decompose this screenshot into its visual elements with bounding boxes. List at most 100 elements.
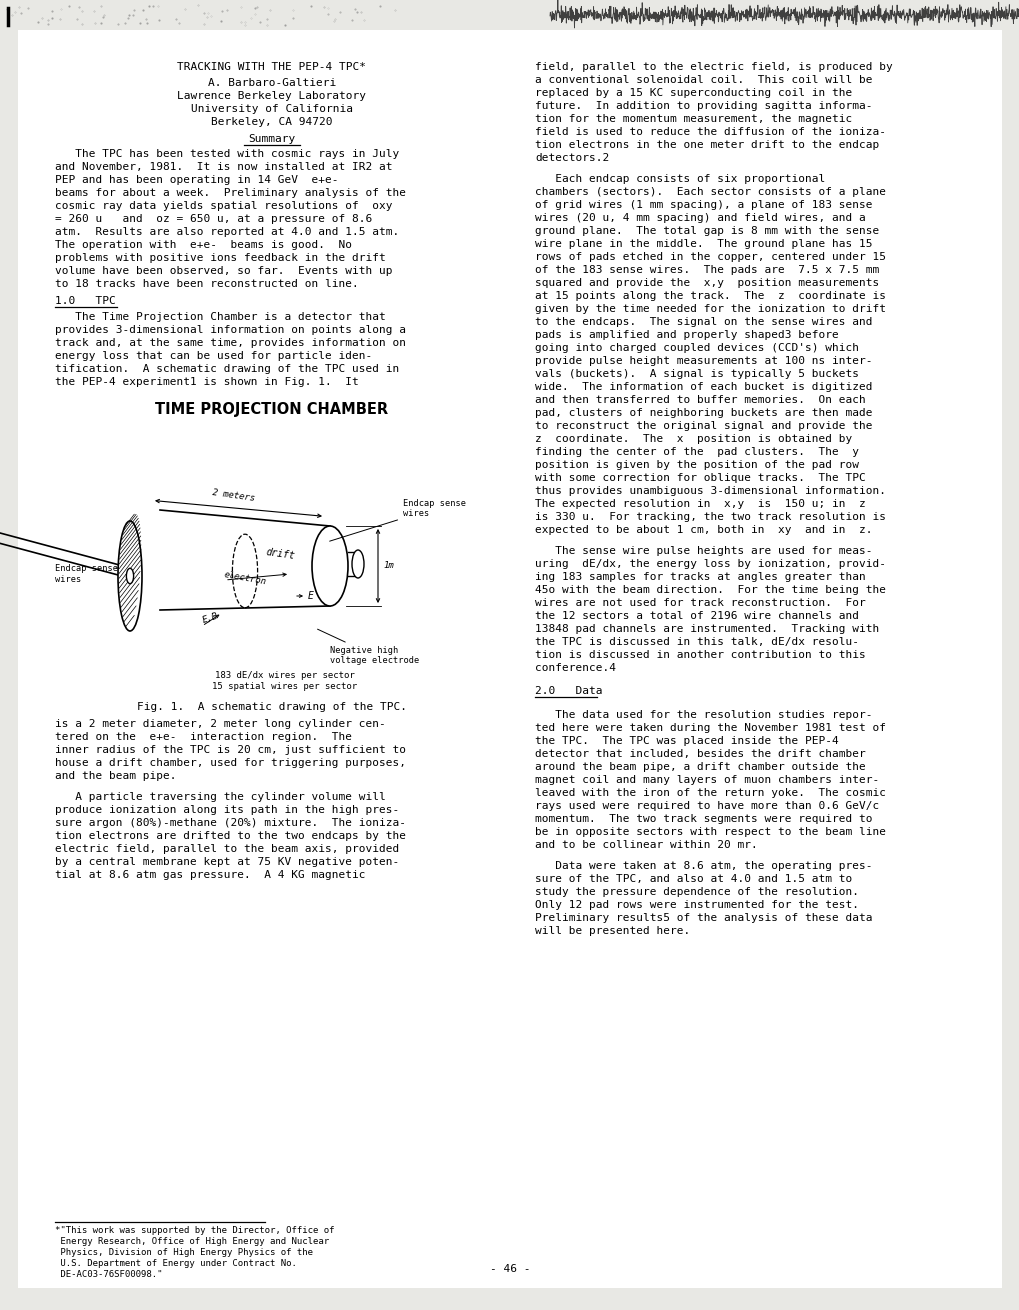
Ellipse shape (312, 527, 347, 607)
Text: and then transferred to buffer memories.  On each: and then transferred to buffer memories.… (535, 394, 865, 405)
Text: The Time Projection Chamber is a detector that: The Time Projection Chamber is a detecto… (55, 312, 385, 322)
Text: momentum.  The two track segments were required to: momentum. The two track segments were re… (535, 815, 871, 824)
Text: electron: electron (223, 570, 267, 586)
Text: z  coordinate.  The  x  position is obtained by: z coordinate. The x position is obtained… (535, 434, 852, 444)
Text: pad, clusters of neighboring buckets are then made: pad, clusters of neighboring buckets are… (535, 407, 871, 418)
Text: = 260 u   and  oz = 650 u, at a pressure of 8.6: = 260 u and oz = 650 u, at a pressure of… (55, 214, 372, 224)
Text: cosmic ray data yields spatial resolutions of  oxy: cosmic ray data yields spatial resolutio… (55, 200, 392, 211)
Text: tion for the momentum measurement, the magnetic: tion for the momentum measurement, the m… (535, 114, 852, 124)
Text: rows of pads etched in the copper, centered under 15: rows of pads etched in the copper, cente… (535, 252, 886, 262)
Text: Negative high
voltage electrode: Negative high voltage electrode (317, 629, 419, 665)
Text: is 330 u.  For tracking, the two track resolution is: is 330 u. For tracking, the two track re… (535, 512, 886, 521)
Text: problems with positive ions feedback in the drift: problems with positive ions feedback in … (55, 253, 385, 263)
Text: Berkeley, CA 94720: Berkeley, CA 94720 (211, 117, 332, 127)
Ellipse shape (126, 569, 133, 584)
Text: field, parallel to the electric field, is produced by: field, parallel to the electric field, i… (535, 62, 892, 72)
Text: *"This work was supported by the Director, Office of: *"This work was supported by the Directo… (55, 1226, 334, 1235)
Text: Physics, Division of High Energy Physics of the: Physics, Division of High Energy Physics… (55, 1248, 313, 1258)
Text: tial at 8.6 atm gas pressure.  A 4 KG magnetic: tial at 8.6 atm gas pressure. A 4 KG mag… (55, 870, 365, 880)
Text: TRACKING WITH THE PEP-4 TPC*: TRACKING WITH THE PEP-4 TPC* (177, 62, 366, 72)
Text: ing 183 samples for tracks at angles greater than: ing 183 samples for tracks at angles gre… (535, 571, 865, 582)
Text: the TPC is discussed in this talk, dE/dx resolu-: the TPC is discussed in this talk, dE/dx… (535, 637, 858, 647)
Text: given by the time needed for the ionization to drift: given by the time needed for the ionizat… (535, 304, 886, 314)
Text: Energy Research, Office of High Energy and Nuclear: Energy Research, Office of High Energy a… (55, 1237, 329, 1246)
Text: conference.4: conference.4 (535, 663, 615, 672)
Text: The TPC has been tested with cosmic rays in July: The TPC has been tested with cosmic rays… (55, 149, 398, 159)
Text: field is used to reduce the diffusion of the ioniza-: field is used to reduce the diffusion of… (535, 127, 886, 138)
Text: Endcap sense
wires: Endcap sense wires (329, 499, 466, 541)
Text: drift: drift (265, 548, 294, 561)
Text: squared and provide the  x,y  position measurements: squared and provide the x,y position mea… (535, 278, 878, 288)
Text: Data were taken at 8.6 atm, the operating pres-: Data were taken at 8.6 atm, the operatin… (535, 861, 871, 871)
Text: tered on the  e+e-  interaction region.  The: tered on the e+e- interaction region. Th… (55, 732, 352, 741)
Text: is a 2 meter diameter, 2 meter long cylinder cen-: is a 2 meter diameter, 2 meter long cyli… (55, 719, 385, 728)
Text: going into charged coupled devices (CCD's) which: going into charged coupled devices (CCD'… (535, 343, 858, 352)
Text: magnet coil and many layers of muon chambers inter-: magnet coil and many layers of muon cham… (535, 776, 878, 785)
Text: ground plane.  The total gap is 8 mm with the sense: ground plane. The total gap is 8 mm with… (535, 225, 878, 236)
Text: provide pulse height measurements at 100 ns inter-: provide pulse height measurements at 100… (535, 356, 871, 365)
Text: A particle traversing the cylinder volume will: A particle traversing the cylinder volum… (55, 791, 385, 802)
Text: wires: wires (55, 575, 82, 584)
Text: the 12 sectors a total of 2196 wire channels and: the 12 sectors a total of 2196 wire chan… (535, 610, 858, 621)
Text: replaced by a 15 KC superconducting coil in the: replaced by a 15 KC superconducting coil… (535, 88, 852, 98)
Text: The data used for the resolution studies repor-: The data used for the resolution studies… (535, 710, 871, 721)
Text: of the 183 sense wires.  The pads are  7.5 x 7.5 mm: of the 183 sense wires. The pads are 7.5… (535, 265, 878, 275)
Text: position is given by the position of the pad row: position is given by the position of the… (535, 460, 858, 470)
Text: Endcap sense: Endcap sense (55, 565, 118, 572)
Text: the PEP-4 experiment1 is shown in Fig. 1.  It: the PEP-4 experiment1 is shown in Fig. 1… (55, 377, 359, 386)
Text: 1.0   TPC: 1.0 TPC (55, 296, 115, 307)
Text: inner radius of the TPC is 20 cm, just sufficient to: inner radius of the TPC is 20 cm, just s… (55, 745, 406, 755)
Text: volume have been observed, so far.  Events with up: volume have been observed, so far. Event… (55, 266, 392, 276)
Text: and November, 1981.  It is now installed at IR2 at: and November, 1981. It is now installed … (55, 162, 392, 172)
Text: 45o with the beam direction.  For the time being the: 45o with the beam direction. For the tim… (535, 584, 886, 595)
Text: finding the center of the  pad clusters.  The  y: finding the center of the pad clusters. … (535, 447, 858, 457)
Text: chambers (sectors).  Each sector consists of a plane: chambers (sectors). Each sector consists… (535, 187, 886, 196)
Text: 183 dE/dx wires per sector: 183 dE/dx wires per sector (215, 671, 355, 680)
Text: TIME PROJECTION CHAMBER: TIME PROJECTION CHAMBER (155, 402, 388, 417)
Text: sure of the TPC, and also at 4.0 and 1.5 atm to: sure of the TPC, and also at 4.0 and 1.5… (535, 874, 852, 884)
Text: leaved with the iron of the return yoke.  The cosmic: leaved with the iron of the return yoke.… (535, 789, 886, 798)
Text: Preliminary results5 of the analysis of these data: Preliminary results5 of the analysis of … (535, 913, 871, 924)
Text: University of California: University of California (191, 103, 353, 114)
Text: energy loss that can be used for particle iden-: energy loss that can be used for particl… (55, 351, 372, 362)
Text: Fig. 1.  A schematic drawing of the TPC.: Fig. 1. A schematic drawing of the TPC. (137, 702, 407, 713)
Text: by a central membrane kept at 75 KV negative poten-: by a central membrane kept at 75 KV nega… (55, 857, 398, 867)
Text: beams for about a week.  Preliminary analysis of the: beams for about a week. Preliminary anal… (55, 189, 406, 198)
Text: produce ionization along its path in the high pres-: produce ionization along its path in the… (55, 804, 398, 815)
Text: wires (20 u, 4 mm spacing) and field wires, and a: wires (20 u, 4 mm spacing) and field wir… (535, 212, 865, 223)
Text: expected to be about 1 cm, both in  xy  and in  z.: expected to be about 1 cm, both in xy an… (535, 525, 871, 534)
Text: track and, at the same time, provides information on: track and, at the same time, provides in… (55, 338, 406, 348)
Text: electric field, parallel to the beam axis, provided: electric field, parallel to the beam axi… (55, 844, 398, 854)
Text: rays used were required to have more than 0.6 GeV/c: rays used were required to have more tha… (535, 802, 878, 811)
Ellipse shape (352, 550, 364, 578)
Text: wire plane in the middle.  The ground plane has 15: wire plane in the middle. The ground pla… (535, 238, 871, 249)
Text: - 46 -: - 46 - (489, 1264, 530, 1275)
Text: around the beam pipe, a drift chamber outside the: around the beam pipe, a drift chamber ou… (535, 762, 865, 772)
Text: 2.0   Data: 2.0 Data (535, 686, 602, 697)
Text: ted here were taken during the November 1981 test of: ted here were taken during the November … (535, 723, 886, 734)
Text: The expected resolution in  x,y  is  150 u; in  z: The expected resolution in x,y is 150 u;… (535, 499, 865, 508)
Text: 2 meters: 2 meters (211, 489, 255, 503)
Text: 1m: 1m (382, 562, 393, 570)
Text: wide.  The information of each bucket is digitized: wide. The information of each bucket is … (535, 381, 871, 392)
Text: vals (buckets).  A signal is typically 5 buckets: vals (buckets). A signal is typically 5 … (535, 369, 858, 379)
Text: pads is amplified and properly shaped3 before: pads is amplified and properly shaped3 b… (535, 330, 838, 339)
Text: and to be collinear within 20 mr.: and to be collinear within 20 mr. (535, 840, 757, 850)
Text: Lawrence Berkeley Laboratory: Lawrence Berkeley Laboratory (177, 90, 366, 101)
Text: The sense wire pulse heights are used for meas-: The sense wire pulse heights are used fo… (535, 545, 871, 555)
Text: 15 spatial wires per sector: 15 spatial wires per sector (212, 683, 358, 690)
Text: detector that included, besides the drift chamber: detector that included, besides the drif… (535, 749, 865, 760)
Text: Summary: Summary (249, 134, 296, 144)
Text: future.  In addition to providing sagitta informa-: future. In addition to providing sagitta… (535, 101, 871, 111)
Text: to 18 tracks have been reconstructed on line.: to 18 tracks have been reconstructed on … (55, 279, 359, 290)
Ellipse shape (118, 521, 142, 631)
Text: provides 3-dimensional information on points along a: provides 3-dimensional information on po… (55, 325, 406, 335)
Text: be in opposite sectors with respect to the beam line: be in opposite sectors with respect to t… (535, 827, 886, 837)
Text: 13848 pad channels are instrumented.  Tracking with: 13848 pad channels are instrumented. Tra… (535, 624, 878, 634)
Text: will be presented here.: will be presented here. (535, 926, 690, 937)
Text: The operation with  e+e-  beams is good.  No: The operation with e+e- beams is good. N… (55, 240, 352, 250)
Text: tion electrons in the one meter drift to the endcap: tion electrons in the one meter drift to… (535, 140, 878, 151)
Text: E,B: E,B (201, 612, 219, 625)
Text: wires are not used for track reconstruction.  For: wires are not used for track reconstruct… (535, 597, 865, 608)
Text: a conventional solenoidal coil.  This coil will be: a conventional solenoidal coil. This coi… (535, 75, 871, 85)
